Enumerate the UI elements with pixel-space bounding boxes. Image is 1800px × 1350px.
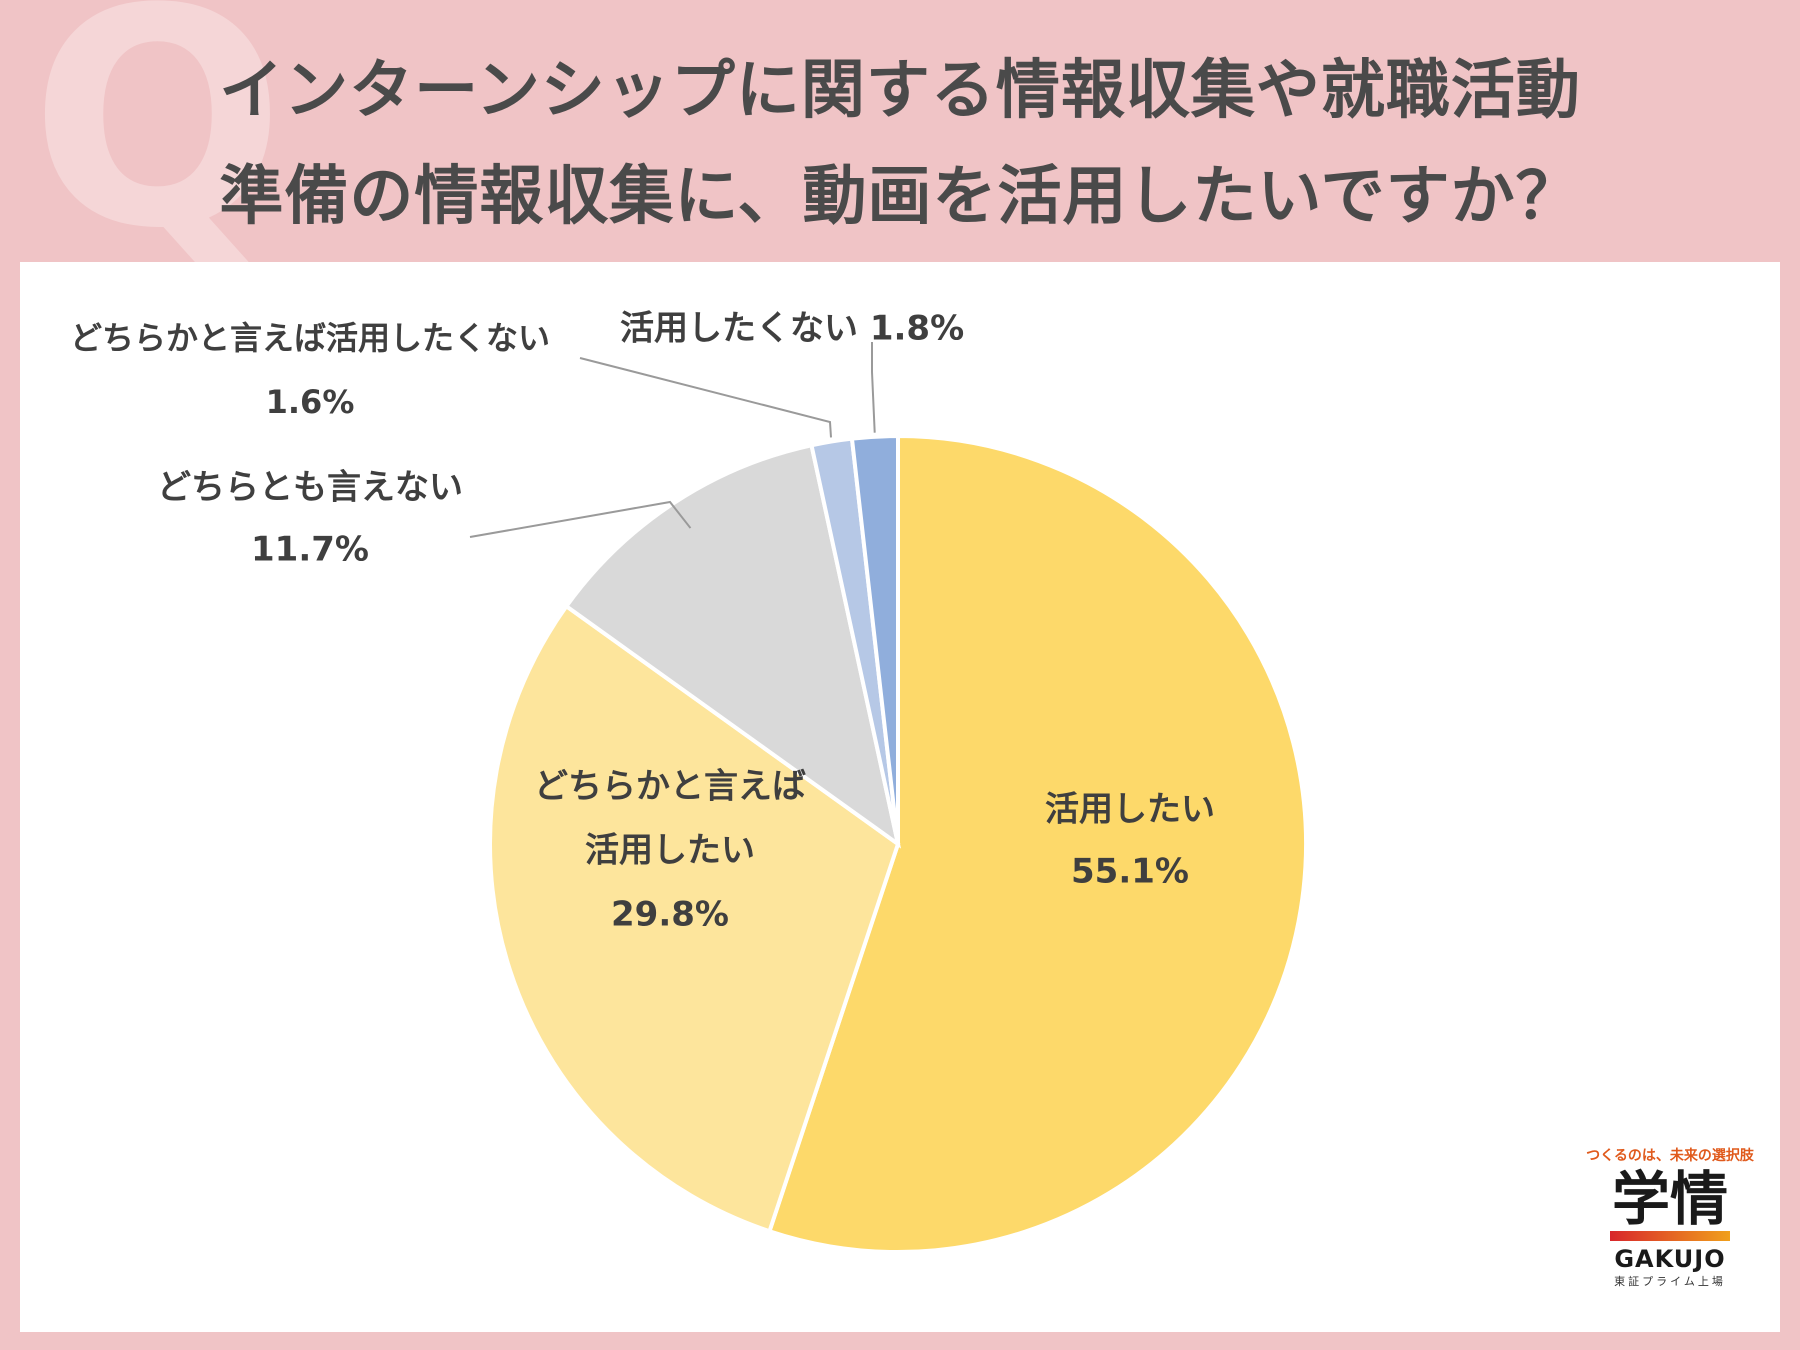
data-label-4-line-2: 1.6% xyxy=(266,383,355,421)
data-label-5-line-1: 活用したくない 1.8% xyxy=(620,309,964,349)
data-label-3-line-1: どちらとも言えない xyxy=(157,468,463,508)
pie-slice-3 xyxy=(563,442,902,849)
gakujo-logo: つくるのは、未来の選択肢 学情 GAKUJO 東証プライム上場 xyxy=(1580,1145,1760,1315)
pie-slice-2 xyxy=(488,603,901,1234)
chart-panel: 活用したい 55.1% どちらかと言えば 活用したい 29.8% どちらとも言えない 11.… xyxy=(20,262,1780,1332)
pie-slice-5 xyxy=(849,433,900,845)
leader-line-5 xyxy=(871,342,876,433)
logo-sub: 東証プライム上場 xyxy=(1614,1275,1726,1288)
data-label-2-line-3: 29.8% xyxy=(611,895,729,935)
title-line-1: インターンシップに関する情報収集や就職活動 xyxy=(219,54,1581,128)
leader-line-3 xyxy=(469,500,692,538)
logo-tagline: つくるのは、未来の選択肢 xyxy=(1586,1148,1754,1164)
data-label-2-line-2: 活用したい xyxy=(585,831,755,871)
data-label-3-line-2: 11.7% xyxy=(251,530,369,570)
data-label-1-line-2: 55.1% xyxy=(1071,852,1189,892)
data-label-2-line-1: どちらかと言えば xyxy=(534,767,806,807)
pie-chart: 活用したい55.1%どちらかと言えば活用したい29.8%どちらとも言えない11.… xyxy=(70,309,1308,1254)
data-label-1-line-1: 活用したい xyxy=(1045,790,1215,830)
data-label-4-line-1: どちらかと言えば活用したくない xyxy=(70,319,550,357)
logo-bar xyxy=(1610,1231,1730,1241)
logo-name: 学情 xyxy=(1611,1165,1728,1233)
pie-slice-1 xyxy=(766,433,1308,1254)
leader-line-4 xyxy=(579,357,832,438)
q-watermark: Q xyxy=(30,0,286,294)
title-line-2: 準備の情報収集に、動画を活用したいですか？ xyxy=(219,160,1581,234)
logo-en: GAKUJO xyxy=(1614,1245,1726,1273)
page-title: インターンシップに関する情報収集や就職活動 準備の情報収集に、動画を活用したいで… xyxy=(0,38,1800,250)
